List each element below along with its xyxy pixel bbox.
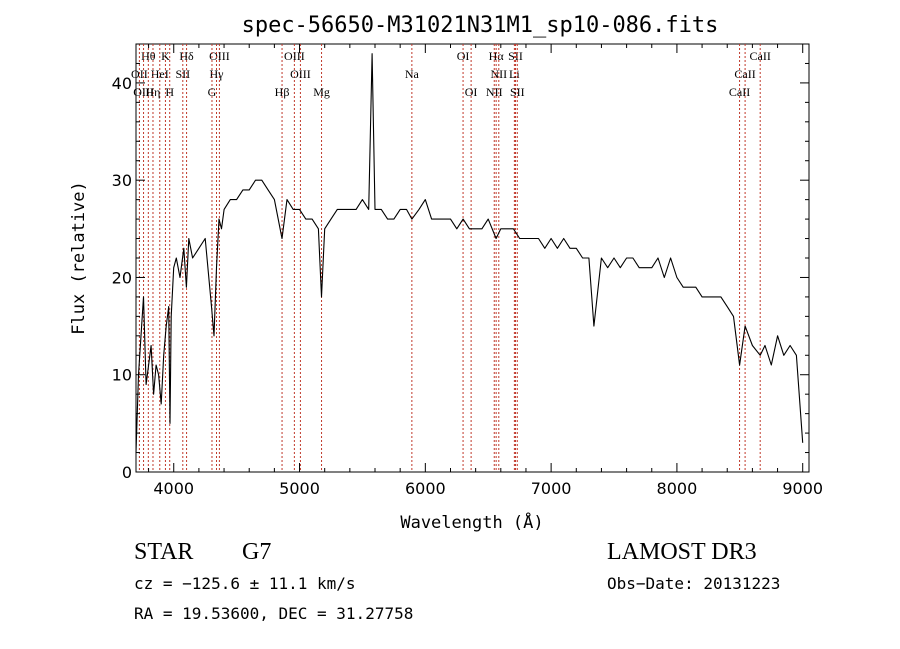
line-marker-label: OIII bbox=[290, 67, 311, 81]
line-marker-label: K bbox=[161, 49, 170, 63]
line-marker-label: NII bbox=[486, 85, 503, 99]
line-marker-label: Hβ bbox=[275, 85, 290, 99]
survey-name: LAMOST DR3 bbox=[607, 539, 757, 565]
line-marker-label: OI bbox=[465, 85, 478, 99]
line-marker-label: CaII bbox=[750, 49, 771, 63]
x-tick-label: 6000 bbox=[405, 479, 446, 498]
x-tick-label: 9000 bbox=[782, 479, 823, 498]
line-marker-label: HeI bbox=[151, 67, 169, 81]
y-tick-label: 40 bbox=[112, 74, 132, 93]
chart-title: spec-56650-M31021N31M1_sp10-086.fits bbox=[242, 13, 719, 38]
spectrum-line bbox=[135, 53, 804, 453]
line-marker-label: Mg bbox=[313, 85, 330, 99]
x-tick-label: 7000 bbox=[531, 479, 572, 498]
y-tick-label: 10 bbox=[112, 366, 132, 385]
line-marker-label: Hδ bbox=[179, 49, 194, 63]
y-axis-label: Flux (relative) bbox=[69, 181, 89, 335]
radial-velocity: cz = −125.6 ± 11.1 km/s bbox=[134, 574, 356, 593]
line-marker-label: SII bbox=[175, 67, 190, 81]
line-marker-label: Na bbox=[405, 67, 420, 81]
line-marker-label: Hγ bbox=[210, 67, 225, 81]
line-marker-label: G bbox=[208, 85, 217, 99]
line-marker-label: CaII bbox=[729, 85, 750, 99]
line-marker-label: NII bbox=[490, 67, 507, 81]
line-marker-label: OII bbox=[131, 67, 148, 81]
line-marker-label: Hα bbox=[489, 49, 505, 63]
line-marker-label: Hη bbox=[146, 85, 161, 99]
coordinates: RA = 19.53600, DEC = 31.27758 bbox=[134, 604, 414, 623]
line-marker-label: Li bbox=[509, 67, 520, 81]
plot-frame bbox=[135, 43, 810, 473]
x-axis-label: Wavelength (Å) bbox=[400, 511, 543, 533]
x-tick-label: 5000 bbox=[279, 479, 320, 498]
line-marker-label: OIII bbox=[284, 49, 305, 63]
y-tick-label: 20 bbox=[112, 268, 132, 287]
line-marker-label: SII bbox=[508, 49, 523, 63]
x-tick-label: 8000 bbox=[657, 479, 698, 498]
x-tick-label: 4000 bbox=[153, 479, 194, 498]
y-tick-label: 30 bbox=[112, 171, 132, 190]
axes: 4000 5000 6000 7000 8000 9000 0 10 20 30 40 bbox=[112, 43, 823, 498]
line-marker-label: Hθ bbox=[141, 49, 156, 63]
object-class: STAR bbox=[134, 539, 194, 565]
line-marker-label: OIII bbox=[209, 49, 230, 63]
y-tick-label: 0 bbox=[122, 463, 132, 482]
series-layer bbox=[135, 53, 804, 453]
object-subclass: G7 bbox=[242, 539, 272, 565]
line-marker-label: OI bbox=[457, 49, 470, 63]
line-marker-label: CaII bbox=[734, 67, 755, 81]
line-marker-label: H bbox=[165, 85, 174, 99]
line-marker-label: OIII bbox=[133, 85, 154, 99]
line-marker-label: SII bbox=[510, 85, 525, 99]
observation-date: Obs−Date: 20131223 bbox=[607, 574, 781, 593]
